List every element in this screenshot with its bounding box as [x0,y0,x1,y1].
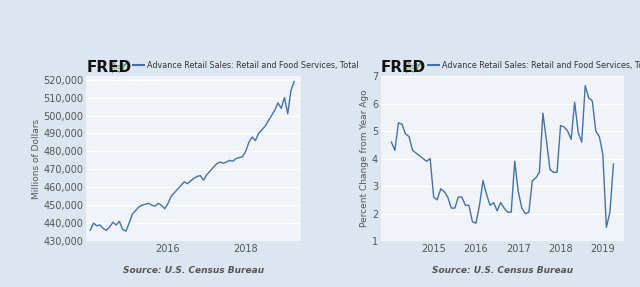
Text: ®: ® [111,63,116,67]
Text: FRED: FRED [86,60,132,75]
Text: Source: U.S. Census Bureau: Source: U.S. Census Bureau [432,266,573,275]
Text: Advance Retail Sales: Retail and Food Services, Total: Advance Retail Sales: Retail and Food Se… [147,61,359,70]
Text: Advance Retail Sales: Retail and Food Services, Total: Advance Retail Sales: Retail and Food Se… [442,61,640,70]
Y-axis label: Millions of Dollars: Millions of Dollars [32,119,41,199]
Text: FRED: FRED [381,60,426,75]
Text: Source: U.S. Census Bureau: Source: U.S. Census Bureau [123,266,264,275]
Text: ®: ® [405,63,411,67]
Y-axis label: Percent Change from Year Ago: Percent Change from Year Ago [360,90,369,227]
